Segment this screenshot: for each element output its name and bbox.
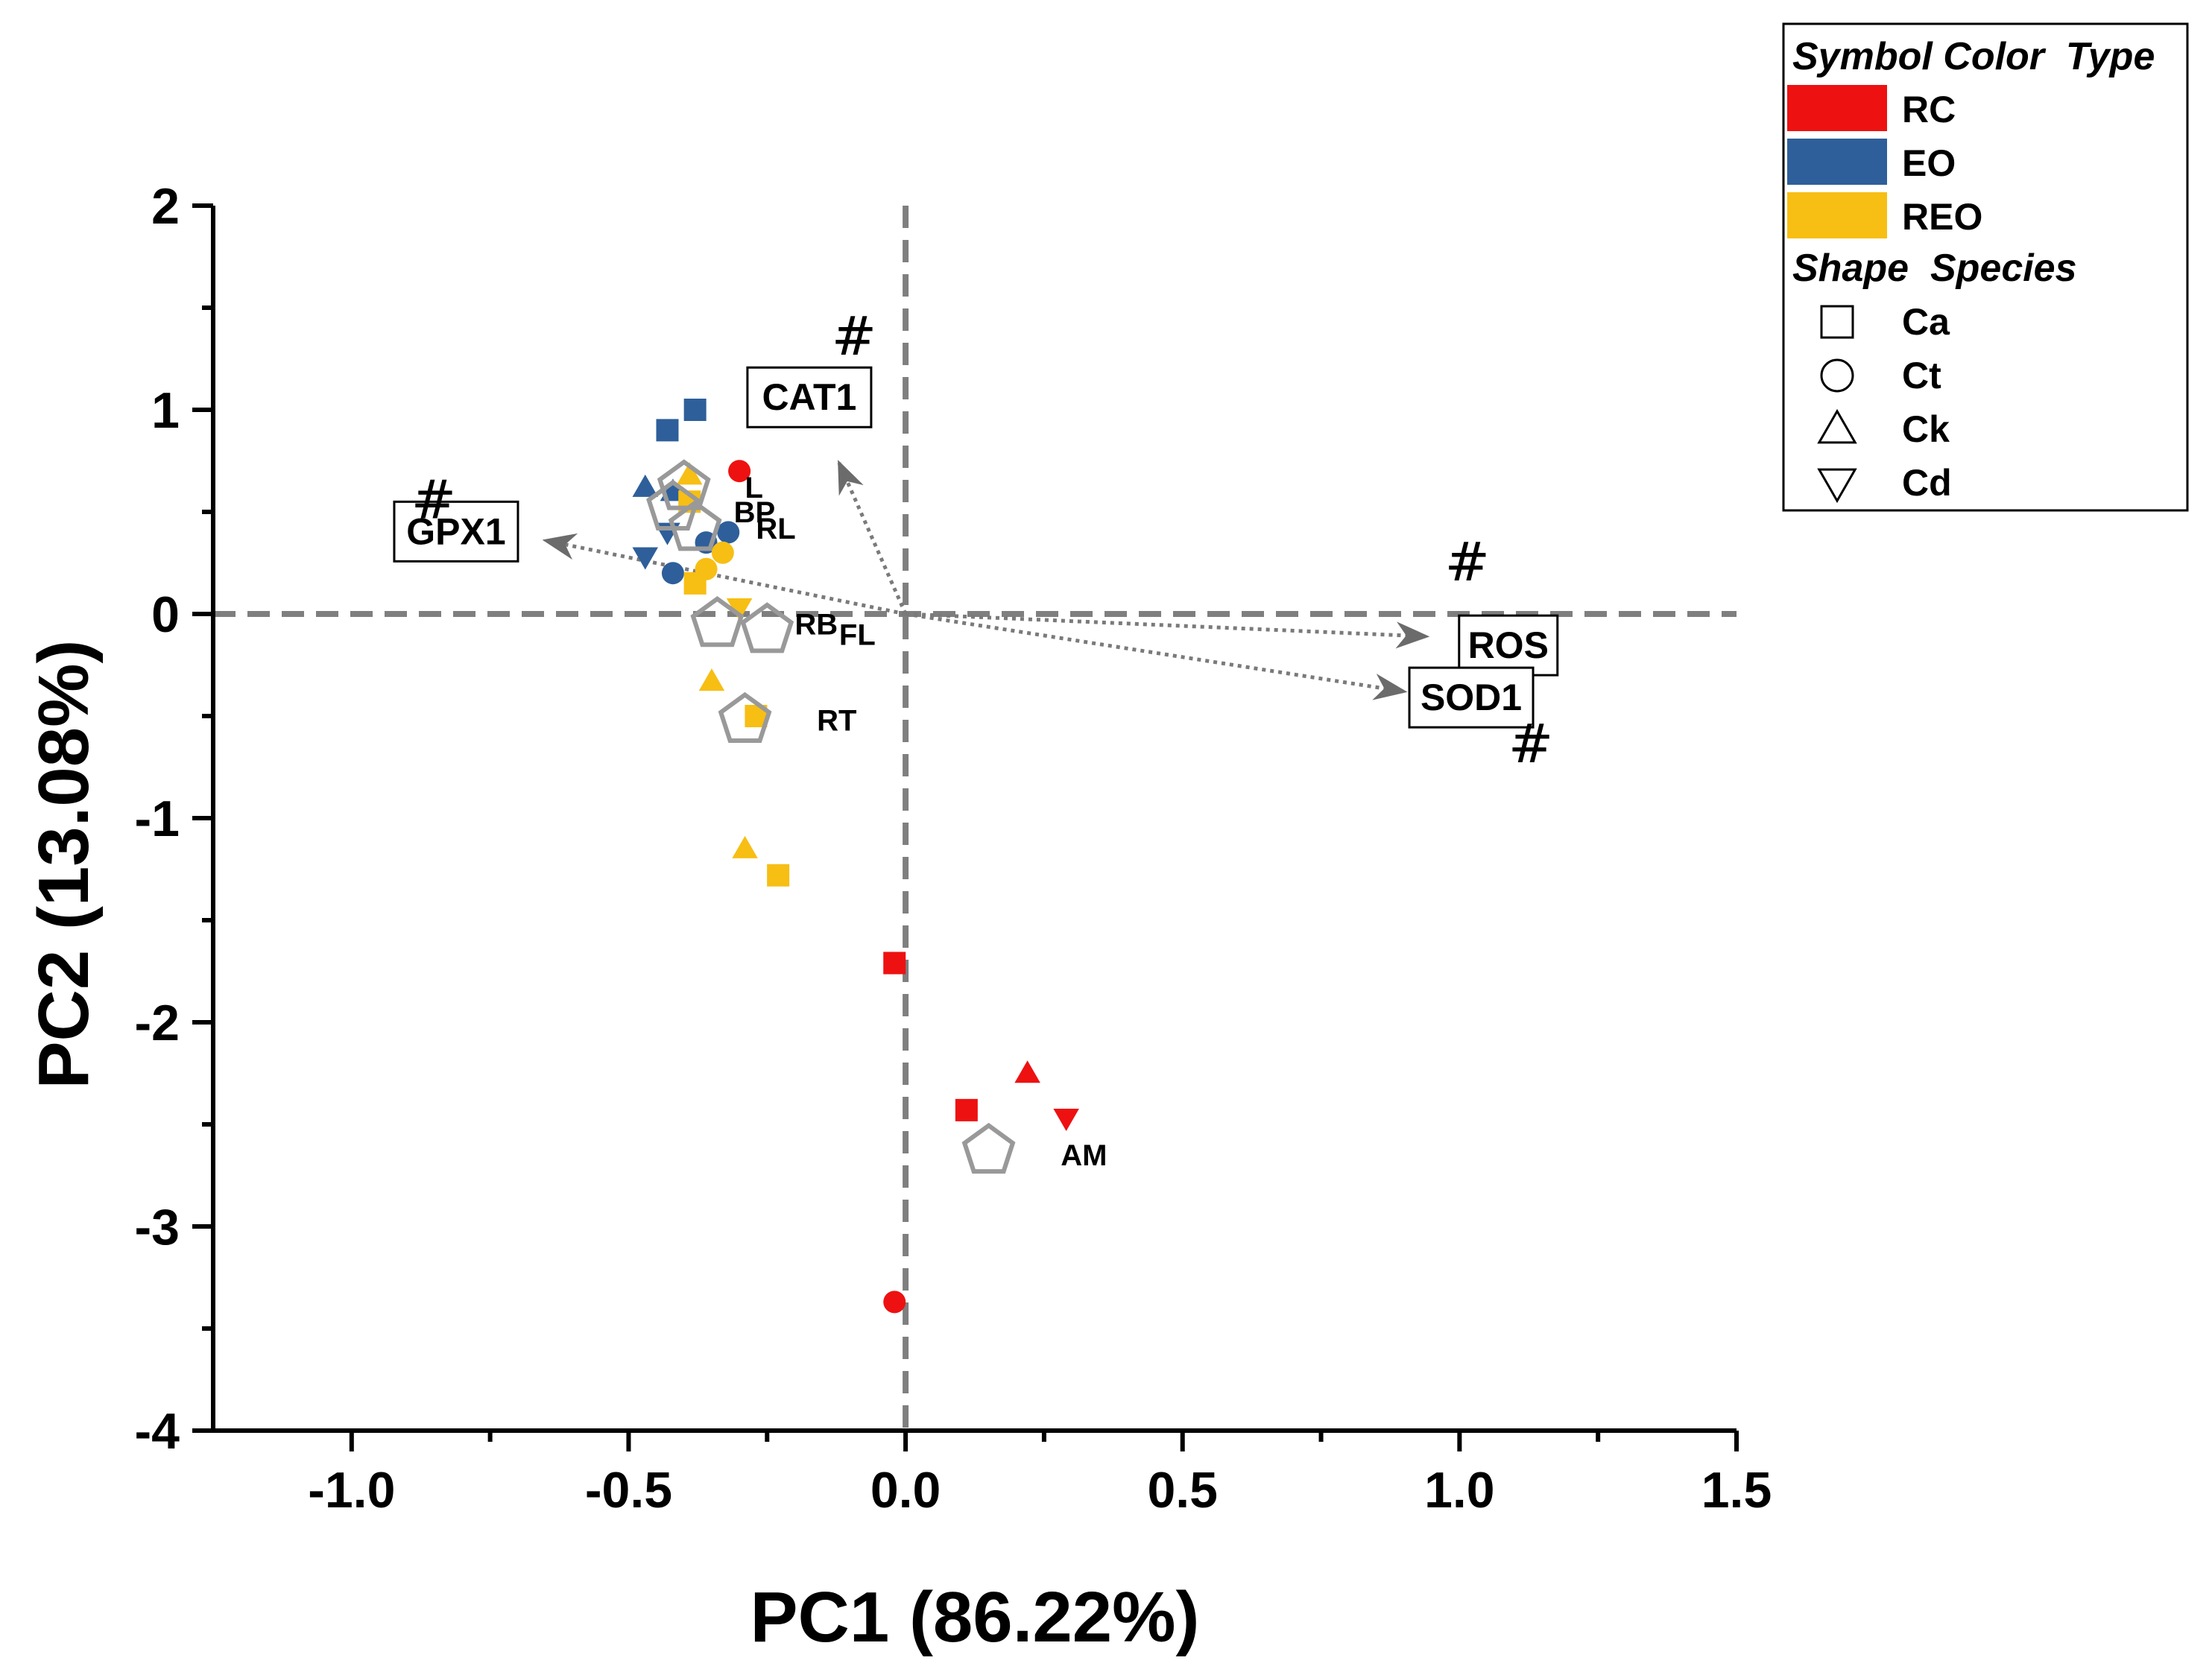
- x-tick-label: 0.5: [1147, 1462, 1218, 1519]
- data-point: [955, 1098, 978, 1121]
- group-centroid: [961, 1122, 1016, 1174]
- group-centroid: [690, 595, 745, 647]
- legend-shape-header: Shape Species: [1792, 247, 2077, 290]
- legend: Symbol Color Type Shape Species RC EO REO C…: [1782, 22, 2189, 512]
- data-point: [661, 562, 684, 585]
- loading-arrows: [542, 460, 1430, 700]
- legend-shape-ct: [1820, 358, 1854, 393]
- group-centroid: [668, 500, 722, 551]
- data-point: [632, 474, 659, 497]
- x-tick-label: -0.5: [585, 1462, 672, 1519]
- group-label: RL: [756, 513, 795, 545]
- loading-label-box-cat1: [746, 366, 873, 428]
- loading-significance-mark: #: [832, 305, 876, 367]
- loading-label-box-sod1: [1408, 666, 1535, 729]
- data-point: [717, 521, 740, 544]
- loading-significance-mark: #: [411, 468, 456, 531]
- legend-label-cd: Cd: [1902, 462, 1952, 504]
- group-label: RT: [817, 704, 856, 737]
- y-tick-label: -3: [135, 1199, 180, 1256]
- axes: -1.0 -0.5 0.0 0.5 1.0 1.5 -4 -3 -2 -1 0 1 2: [135, 178, 1772, 1519]
- x-tick-label: 1.5: [1701, 1462, 1772, 1519]
- legend-swatch-rc: [1787, 85, 1887, 131]
- loading-significance-mark: #: [1445, 531, 1490, 593]
- legend-label-rc: RC: [1902, 89, 1956, 130]
- data-point: [683, 571, 707, 595]
- loading-arrow-ros: [905, 612, 1430, 649]
- legend-swatch-eo: [1787, 139, 1887, 185]
- legend-label-reo: REO: [1902, 196, 1982, 238]
- legend-label-eo: EO: [1902, 142, 1956, 184]
- loading-labels: GPX1#CAT1#ROS#SOD1#: [393, 305, 1559, 775]
- x-axis-title: PC1 (86.22%): [750, 1577, 1200, 1657]
- x-tick-label: 1.0: [1424, 1462, 1495, 1519]
- data-points: [632, 399, 1079, 1314]
- legend-label-ct: Ct: [1902, 355, 1941, 396]
- data-point: [683, 399, 707, 421]
- data-point: [732, 835, 758, 858]
- data-point: [728, 460, 751, 483]
- y-tick-label: -1: [135, 791, 180, 847]
- loading-label-ros: ROS: [1468, 624, 1549, 666]
- x-tick-label: 0.0: [870, 1462, 941, 1519]
- data-point: [726, 598, 753, 621]
- y-tick-label: -2: [135, 995, 180, 1051]
- data-point: [767, 864, 790, 887]
- group-label: L: [745, 472, 763, 504]
- data-point: [1053, 1109, 1079, 1132]
- data-point: [1014, 1060, 1040, 1083]
- data-point: [698, 668, 725, 691]
- reference-lines: [213, 206, 1737, 1431]
- loading-label-cat1: CAT1: [762, 376, 856, 418]
- y-axis-title: PC2 (13.08%): [24, 640, 104, 1089]
- legend-label-ca: Ca: [1902, 301, 1950, 343]
- y-tick-label: 1: [151, 382, 180, 439]
- group-centroid: [740, 602, 794, 653]
- loading-label-gpx1: GPX1: [406, 510, 505, 552]
- loading-label-box-gpx1: [393, 500, 519, 563]
- data-point: [711, 541, 734, 564]
- legend-items: RC EO REO Ca Ct Ck Cd: [1787, 85, 1982, 504]
- legend-swatch-reo: [1787, 192, 1887, 238]
- legend-shape-ca: [1820, 305, 1854, 339]
- legend-shape-cd: [1817, 468, 1857, 504]
- group-label: BP: [734, 496, 776, 529]
- group-label: AM: [1061, 1139, 1107, 1172]
- loading-arrow-sod1: [905, 612, 1408, 700]
- legend-color-header: Symbol Color Type: [1792, 35, 2155, 78]
- group-label: FL: [839, 618, 876, 651]
- group-label: RB: [794, 609, 838, 642]
- legend-label-ck: Ck: [1902, 408, 1950, 450]
- loading-significance-mark: #: [1508, 712, 1553, 775]
- group-centroid: [718, 691, 772, 743]
- data-point: [745, 705, 768, 727]
- loading-label-sod1: SOD1: [1421, 677, 1522, 718]
- y-tick-label: 2: [151, 178, 180, 235]
- data-point: [883, 952, 906, 975]
- group-centroid: [657, 459, 711, 510]
- data-point: [676, 462, 703, 485]
- data-point: [656, 419, 679, 442]
- data-point: [883, 1291, 906, 1314]
- legend-shape-ck: [1817, 408, 1857, 444]
- y-tick-label: -4: [135, 1403, 180, 1460]
- loading-arrow-gpx1: [542, 533, 906, 616]
- data-point: [632, 547, 659, 570]
- y-tick-label: 0: [151, 586, 180, 643]
- loading-arrow-cat1: [837, 460, 908, 615]
- x-tick-label: -1.0: [308, 1462, 395, 1519]
